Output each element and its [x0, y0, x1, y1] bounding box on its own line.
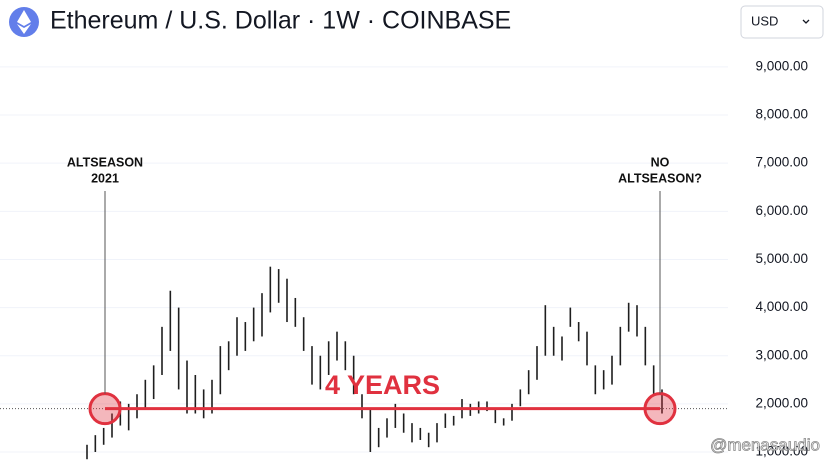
span-label: 4 YEARS	[325, 370, 440, 400]
level-marker	[643, 392, 677, 426]
y-tick-label: 5,000.00	[755, 251, 808, 266]
y-tick-label: 1,000.00	[755, 444, 808, 459]
y-tick-label: 6,000.00	[755, 203, 808, 218]
eth-icon	[9, 7, 39, 37]
watermark: @menasaudio	[710, 435, 820, 454]
annotation-text: 2021	[91, 171, 119, 185]
y-tick-label: 9,000.00	[755, 58, 808, 73]
y-tick-label: 8,000.00	[755, 107, 808, 122]
currency-label[interactable]: USD	[751, 13, 778, 28]
y-tick-label: 2,000.00	[755, 395, 808, 410]
annotation-text: NO	[651, 155, 670, 169]
y-tick-label: 3,000.00	[755, 347, 808, 362]
annotation-text: ALTSEASON?	[618, 171, 702, 185]
annotation-text: ALTSEASON	[67, 155, 143, 169]
y-tick-label: 4,000.00	[755, 299, 808, 314]
chart-title: Ethereum / U.S. Dollar · 1W · COINBASE	[50, 7, 511, 35]
y-tick-label: 7,000.00	[755, 155, 808, 170]
level-marker	[88, 392, 122, 426]
currency-select[interactable]: USD	[740, 5, 824, 39]
